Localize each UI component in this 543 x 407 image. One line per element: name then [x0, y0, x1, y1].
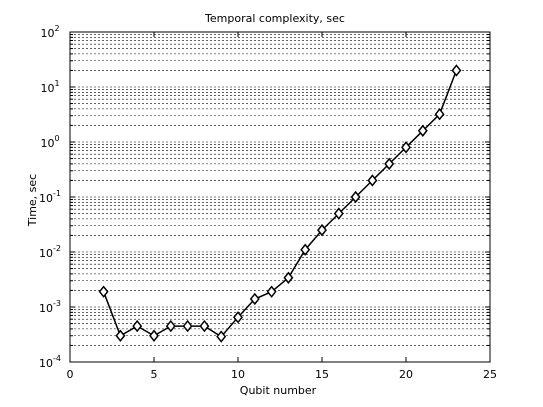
- data-point-marker: [350, 190, 361, 204]
- y-tick-exponent: -2: [53, 244, 61, 253]
- y-tick-exponent: 2: [54, 24, 59, 33]
- data-point-marker: [300, 243, 311, 256]
- y-tick-label: 10-3: [39, 299, 61, 315]
- y-axis-label: Time, sec: [26, 174, 39, 227]
- series-polyline: [102, 70, 458, 338]
- y-tick-label: 10-2: [39, 244, 61, 260]
- x-tick-label: 25: [483, 368, 497, 381]
- data-point-marker: [333, 207, 344, 220]
- data-point-marker: [451, 64, 462, 77]
- y-tick-label: 102: [40, 24, 59, 40]
- data-point-marker: [199, 319, 210, 333]
- y-tick-exponent: -3: [53, 299, 61, 308]
- y-tick-exponent: -1: [53, 189, 61, 198]
- axis-ticks: [69, 31, 491, 363]
- y-tick-exponent: 0: [54, 134, 59, 143]
- data-point-marker: [367, 174, 378, 187]
- x-tick-label: 10: [231, 368, 245, 381]
- chart-title: Temporal complexity, sec: [204, 12, 345, 25]
- series-line: [102, 70, 458, 338]
- data-point-marker: [115, 329, 126, 342]
- data-point-marker: [233, 311, 243, 324]
- x-axis-label: Qubit number: [240, 384, 317, 397]
- x-tick-label: 15: [315, 368, 329, 381]
- data-point-marker: [98, 285, 109, 298]
- y-tick-exponent: 1: [54, 79, 59, 88]
- y-tick-exponent: -4: [53, 354, 61, 363]
- data-point-marker: [417, 124, 428, 137]
- data-point-marker: [266, 285, 277, 298]
- data-point-marker: [384, 157, 395, 171]
- data-point-marker: [132, 319, 143, 333]
- y-tick-label: 100: [40, 134, 59, 150]
- data-point-marker: [149, 329, 159, 342]
- data-point-marker: [165, 319, 176, 333]
- grid-lines: [70, 34, 490, 346]
- x-tick-label: 5: [151, 368, 158, 381]
- x-tick-label: 20: [399, 368, 413, 381]
- data-point-marker: [434, 108, 445, 121]
- data-point-marker: [317, 223, 327, 237]
- data-point-marker: [401, 141, 411, 154]
- series-markers: [98, 64, 462, 343]
- x-tick-labels: 0 5 10 15 20 25: [67, 368, 498, 381]
- y-tick-label: 101: [40, 79, 59, 95]
- x-tick-label: 0: [67, 368, 74, 381]
- y-tick-label: 10-4: [39, 354, 61, 370]
- data-point-marker: [249, 292, 260, 306]
- y-tick-label: 10-1: [39, 189, 61, 205]
- data-point-marker: [216, 330, 227, 343]
- data-point-marker: [283, 271, 294, 284]
- data-point-marker: [182, 319, 193, 333]
